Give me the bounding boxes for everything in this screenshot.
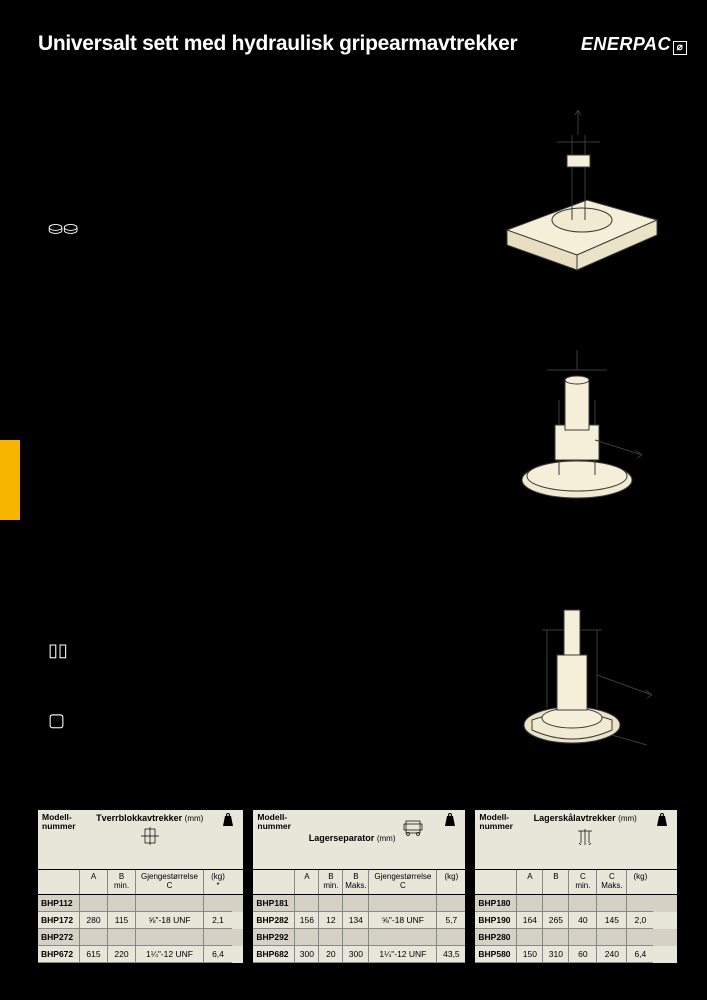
weight-icon bbox=[651, 813, 673, 829]
table-row: BHP28215612134⅝"-18 UNF5,7 bbox=[253, 912, 465, 929]
table-lagerseparator: Modell-nummer Lagerseparator (mm) A Bmin… bbox=[253, 810, 465, 963]
col-model: Modell-nummer bbox=[42, 813, 82, 832]
table-row: BHP292 bbox=[253, 929, 465, 946]
symbol-group-3: ▢ bbox=[48, 710, 65, 731]
weight-icon bbox=[439, 813, 461, 829]
col-model: Modell-nummer bbox=[257, 813, 297, 832]
side-tab bbox=[0, 440, 20, 520]
table-row: BHP181 bbox=[253, 895, 465, 912]
table-row: BHP112 bbox=[38, 895, 243, 912]
symbol-group-1: ⛀⛀ bbox=[48, 218, 78, 239]
table-lagerskaal: Modell-nummer Lagerskålavtrekker (mm) A … bbox=[475, 810, 677, 963]
table-tverrblokk: Modell-nummer Tverrblokkavtrekker (mm) A… bbox=[38, 810, 243, 963]
illustration-bearing-cup-puller bbox=[477, 580, 677, 760]
table-row: BHP180 bbox=[475, 895, 677, 912]
weight-icon bbox=[217, 813, 239, 829]
illustration-crossblock-puller bbox=[477, 100, 677, 280]
header: Universalt sett med hydraulisk gripearma… bbox=[38, 32, 687, 56]
table-row: BHP280 bbox=[475, 929, 677, 946]
table-row: BHP190164265401452,0 bbox=[475, 912, 677, 929]
table-row: BHP6726152201¼"-12 UNF6,4 bbox=[38, 946, 243, 963]
table-row: BHP580150310602406,4 bbox=[475, 946, 677, 963]
illustration-bearing-separator bbox=[477, 330, 677, 510]
symbol-group-2: ▯▯ bbox=[48, 640, 68, 661]
spec-tables: Modell-nummer Tverrblokkavtrekker (mm) A… bbox=[38, 810, 677, 963]
logo-icon: ⌀ bbox=[673, 41, 687, 55]
table-row: BHP272 bbox=[38, 929, 243, 946]
table-row: BHP682300203001¼"-12 UNF43,5 bbox=[253, 946, 465, 963]
page-title: Universalt sett med hydraulisk gripearma… bbox=[38, 32, 517, 56]
col-model: Modell-nummer bbox=[479, 813, 519, 832]
brand-logo: ENERPAC⌀ bbox=[581, 34, 687, 55]
table-row: BHP172280115⅝"-18 UNF2,1 bbox=[38, 912, 243, 929]
